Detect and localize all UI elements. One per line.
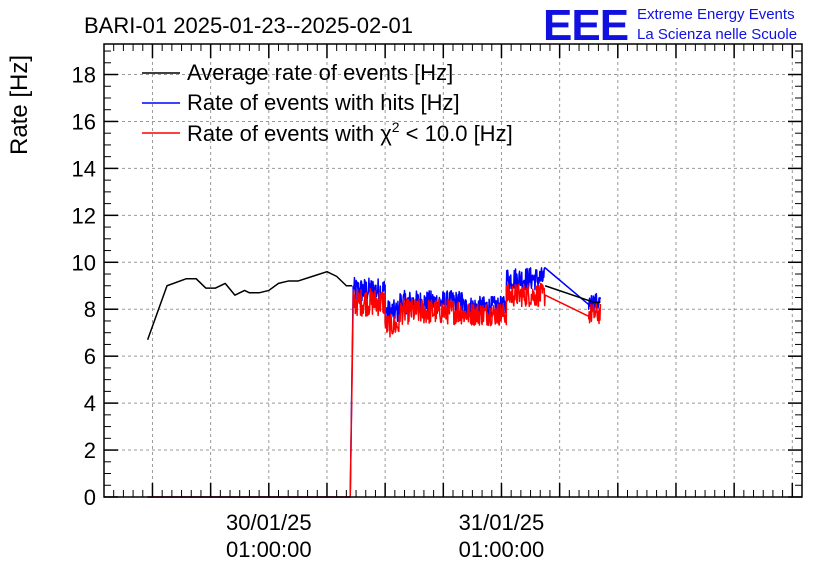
axis-ticks: 02468101214161830/01/2501:00:0031/01/250… [72,44,802,562]
y-axis-label: Rate [Hz] [6,55,33,155]
x-tick-label-date: 30/01/25 [226,510,312,535]
x-tick-label-time: 01:00:00 [459,537,545,562]
legend: Average rate of events [Hz] Rate of even… [142,60,513,146]
x-tick-label-date: 31/01/25 [459,510,545,535]
series-layer [146,267,602,498]
y-tick-label: 14 [72,156,96,181]
legend-label-chi2: Rate of events with χ2 < 10.0 [Hz] [187,119,513,146]
y-tick-label: 18 [72,63,96,88]
legend-chi2-sup: 2 [392,119,400,135]
legend-label-hits: Rate of events with hits [Hz] [187,90,460,115]
legend-label-avg: Average rate of events [Hz] [187,60,453,85]
legend-chi2-suffix: < 10.0 [Hz] [400,121,513,146]
y-tick-label: 8 [84,297,96,322]
logo-line1: Extreme Energy Events [637,6,795,23]
x-tick-label-time: 01:00:00 [226,537,312,562]
y-tick-label: 16 [72,109,96,134]
y-tick-label: 2 [84,438,96,463]
legend-chi2-prefix: Rate of events with χ [187,121,392,146]
logo-eee: EEE [543,1,628,50]
series-hits-line [349,267,602,498]
series-avg-tail [544,285,601,303]
series-chi2-line [349,282,602,498]
y-tick-label: 12 [72,203,96,228]
y-tick-label: 0 [84,485,96,510]
logo-line2: La Scienza nelle Scuole [637,26,797,43]
chart-title: BARI-01 2025-01-23--2025-02-01 [84,13,413,38]
y-tick-label: 6 [84,344,96,369]
y-tick-label: 4 [84,391,96,416]
series-avg-line [146,270,353,340]
y-tick-label: 10 [72,250,96,275]
